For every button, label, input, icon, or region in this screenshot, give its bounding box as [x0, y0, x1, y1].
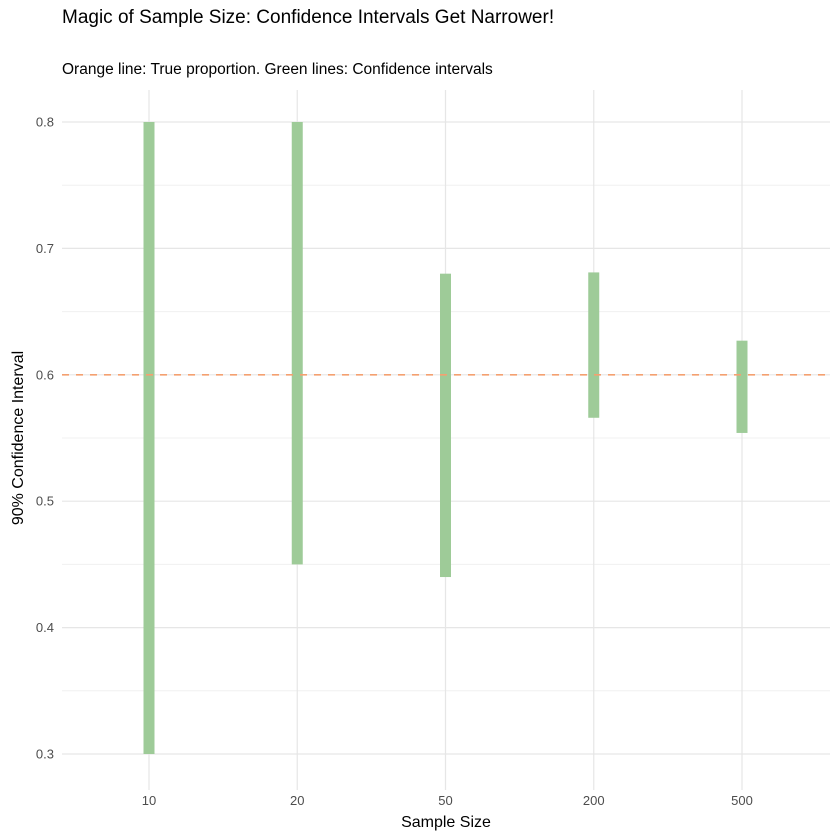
confidence-interval-bar [143, 122, 155, 754]
confidence-interval-bar [440, 273, 451, 578]
confidence-interval-bar [588, 272, 600, 418]
y-tick-label: 0.6 [36, 367, 54, 382]
chart-subtitle: Orange line: True proportion. Green line… [62, 61, 493, 78]
y-axis-label: 90% Confidence Interval [10, 351, 27, 525]
y-tick-label: 0.3 [36, 747, 54, 762]
x-tick-label: 50 [438, 793, 452, 808]
x-tick-label: 200 [583, 793, 605, 808]
confidence-interval-bar [736, 340, 748, 433]
x-axis-label: Sample Size [401, 814, 491, 831]
chart-title: Magic of Sample Size: Confidence Interva… [62, 7, 555, 28]
y-tick-label: 0.5 [36, 494, 54, 509]
y-tick-label: 0.7 [36, 241, 54, 256]
x-tick-label: 20 [290, 793, 304, 808]
y-tick-label: 0.4 [36, 620, 54, 635]
x-tick-label: 500 [731, 793, 753, 808]
y-tick-label: 0.8 [36, 115, 54, 130]
x-tick-label: 10 [142, 793, 156, 808]
confidence-interval-bar [291, 122, 303, 565]
